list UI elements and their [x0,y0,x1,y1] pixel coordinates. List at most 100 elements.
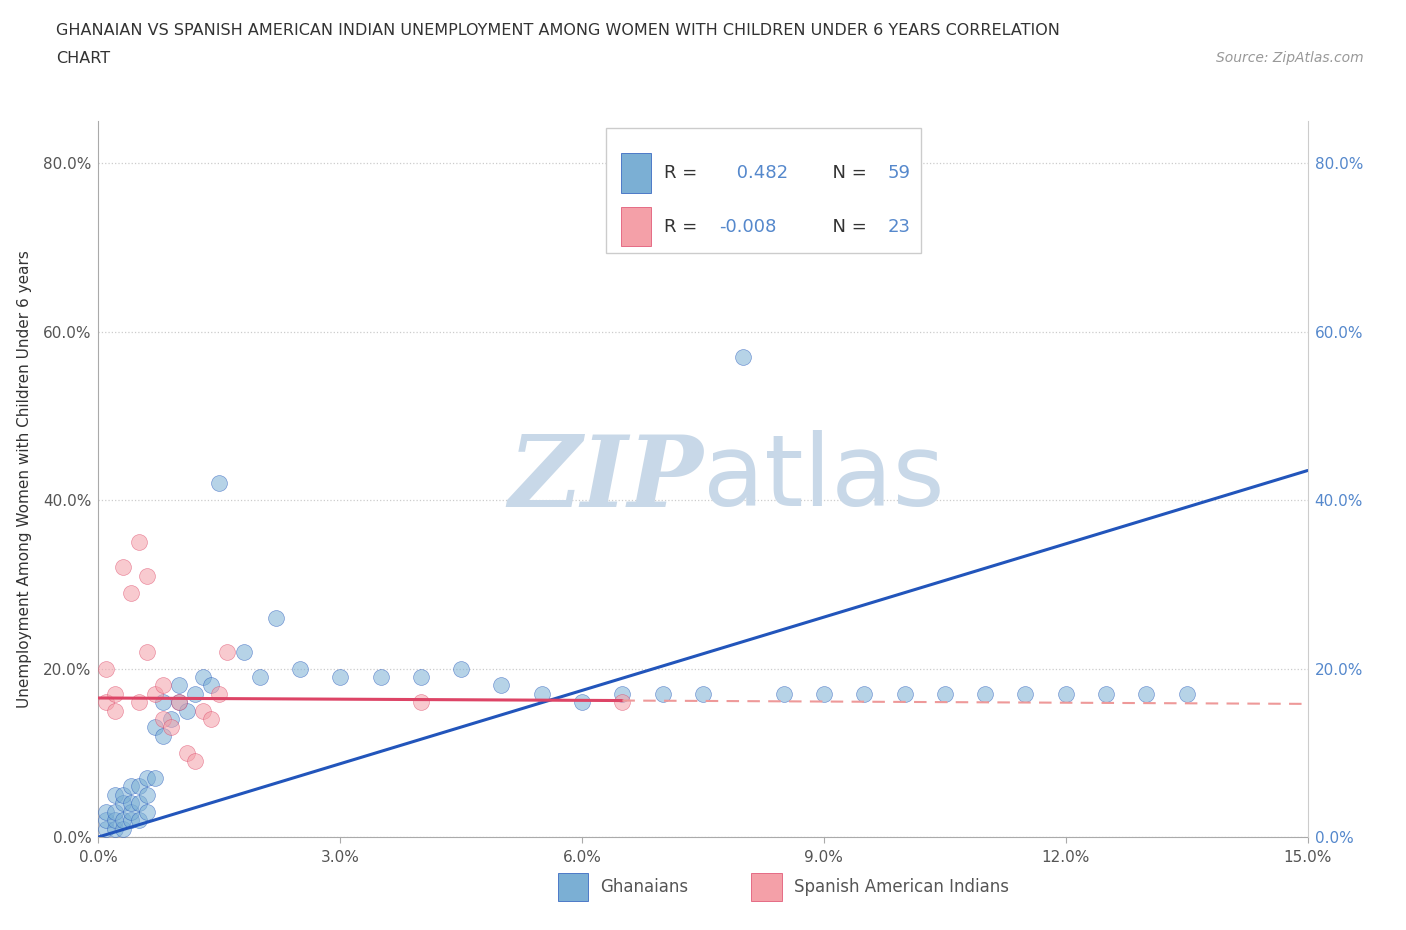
Point [893,686,915,701]
Point [370,670,392,684]
Point [160,711,183,726]
Point [329,670,352,684]
FancyBboxPatch shape [606,128,921,253]
Point [200,711,222,726]
Bar [751,872,782,901]
Text: GHANAIAN VS SPANISH AMERICAN INDIAN UNEMPLOYMENT AMONG WOMEN WITH CHILDREN UNDER: GHANAIAN VS SPANISH AMERICAN INDIAN UNEM… [56,23,1060,38]
Bar [621,153,651,193]
Point [167,678,190,693]
Point [103,821,125,836]
Text: Source: ZipAtlas.com: Source: ZipAtlas.com [1216,51,1364,65]
Point [152,695,174,710]
Point [974,686,997,701]
Point [128,779,150,794]
Point [103,804,125,819]
Point [184,753,207,768]
Point [208,476,231,491]
Point [111,813,134,828]
Point [135,788,157,803]
Point [111,560,134,575]
Point [96,821,118,836]
Point [143,720,166,735]
Point [217,644,239,659]
Point [135,644,157,659]
Point [249,670,271,684]
Point [111,821,134,836]
Point [612,695,634,710]
Point [193,670,215,684]
Point [167,695,190,710]
Point [772,686,794,701]
Point [167,695,190,710]
Point [111,796,134,811]
Text: Spanish American Indians: Spanish American Indians [793,878,1008,897]
Point [934,686,956,701]
Point [813,686,835,701]
Point [1175,686,1198,701]
Point [96,695,118,710]
Point [264,610,287,625]
Point [143,771,166,786]
Point [135,804,157,819]
Point [135,771,157,786]
Point [160,720,183,735]
Point [491,678,513,693]
Point [571,695,593,710]
Point [530,686,553,701]
Point [733,350,755,365]
Point [120,779,142,794]
Point [103,813,125,828]
Point [193,703,215,718]
Point [692,686,714,701]
Point [208,686,231,701]
Text: 0.482: 0.482 [731,165,787,182]
Point [176,703,198,718]
Point [120,796,142,811]
Text: -0.008: -0.008 [718,218,776,236]
Point [651,686,673,701]
Point [96,661,118,676]
Text: atlas: atlas [703,431,945,527]
Point [409,670,432,684]
Point [176,745,198,760]
Text: Ghanaians: Ghanaians [600,878,689,897]
Text: R =: R = [664,165,703,182]
Bar [558,872,588,901]
Point [103,686,125,701]
Point [1014,686,1036,701]
Point [853,686,876,701]
Point [128,813,150,828]
Text: ZIP: ZIP [508,431,703,527]
Point [152,728,174,743]
Point [120,585,142,600]
Point [409,695,432,710]
Text: CHART: CHART [56,51,110,66]
Point [450,661,472,676]
Point [152,711,174,726]
Point [200,678,222,693]
Bar [621,206,651,246]
Point [135,568,157,583]
Point [111,788,134,803]
Point [1054,686,1077,701]
Text: R =: R = [664,218,703,236]
Point [128,796,150,811]
Point [103,788,125,803]
Point [96,813,118,828]
Point [1135,686,1157,701]
Point [120,813,142,828]
Text: N =: N = [821,165,873,182]
Point [184,686,207,701]
Point [288,661,311,676]
Point [1095,686,1118,701]
Point [96,804,118,819]
Point [152,678,174,693]
Text: 23: 23 [889,218,911,236]
Text: N =: N = [821,218,873,236]
Point [128,695,150,710]
Point [128,535,150,550]
Text: 59: 59 [889,165,911,182]
Point [612,686,634,701]
Y-axis label: Unemployment Among Women with Children Under 6 years: Unemployment Among Women with Children U… [17,250,32,708]
Point [120,804,142,819]
